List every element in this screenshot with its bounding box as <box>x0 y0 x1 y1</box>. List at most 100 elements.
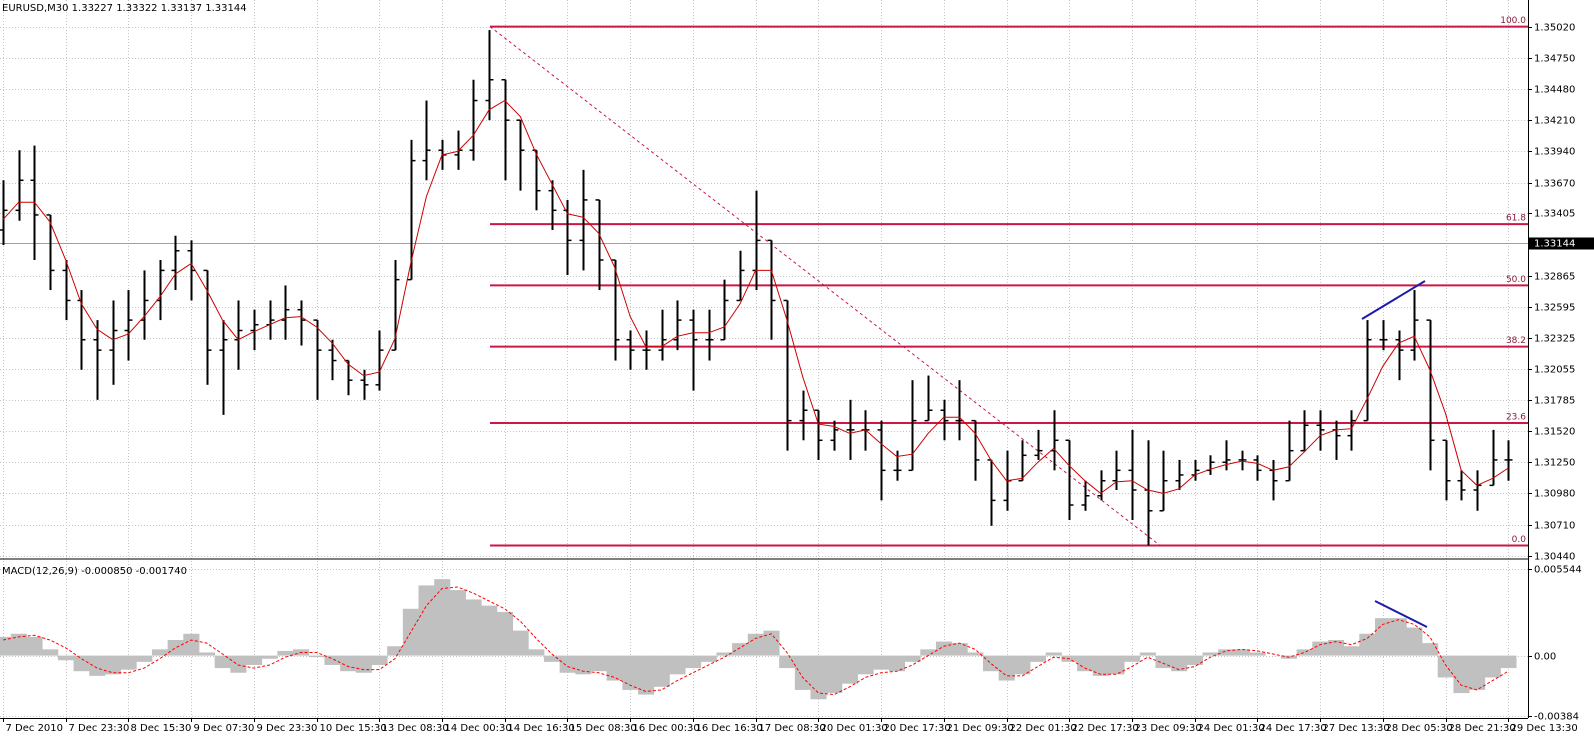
histogram-bar <box>528 649 545 656</box>
histogram-bar <box>246 655 263 665</box>
histogram-bar <box>1249 652 1266 656</box>
x-tick-label: 8 Dec 15:30 <box>131 723 192 734</box>
fibo-label: 0.0 <box>1512 535 1527 545</box>
histogram-bar <box>120 655 137 670</box>
x-tick-label: 17 Dec 08:30 <box>759 723 826 734</box>
y-tick-label: 1.31250 <box>1534 458 1575 469</box>
histogram-bar <box>1077 655 1094 672</box>
fibo-label: 50.0 <box>1506 275 1526 285</box>
histogram-bar <box>402 608 419 656</box>
y-tick-label: 1.34750 <box>1534 54 1575 65</box>
fibo-label: 38.2 <box>1506 336 1526 346</box>
histogram-bar <box>1469 655 1486 690</box>
histogram-bar <box>183 633 200 656</box>
fibo-label: 61.8 <box>1506 214 1526 224</box>
histogram-bar <box>559 655 576 673</box>
moving-average <box>2 99 1509 495</box>
x-tick-label: 9 Dec 07:30 <box>194 723 255 734</box>
histogram-bar <box>622 655 639 690</box>
y-tick-label: 1.31520 <box>1534 427 1575 438</box>
histogram-bar <box>418 585 435 656</box>
histogram-bar <box>387 646 404 656</box>
histogram-bar <box>998 655 1015 681</box>
grid-layer: 7 Dec 2010 7 Dec 23:30 8 Dec 15:30 9 Dec 07… <box>0 0 1582 734</box>
x-tick-label: 14 Dec 16:30 <box>508 723 575 734</box>
histogram-bar <box>512 630 529 656</box>
histogram-bar <box>1500 655 1517 669</box>
histogram-bar <box>496 611 513 656</box>
histogram-bar <box>277 650 294 656</box>
histogram-bar <box>1124 655 1141 662</box>
histogram-bar <box>841 655 858 684</box>
histogram-bar <box>214 655 231 669</box>
x-tick-label: 24 Dec 01:30 <box>1198 723 1265 734</box>
mark-layer: 1.33144 100.0 61.8 50.0 38.2 23.6 0.0 <box>0 16 1594 700</box>
histogram-bar <box>1327 640 1345 656</box>
indicator-title: MACD(12,26,9) -0.000850 -0.001740 <box>2 566 187 577</box>
histogram-bar <box>1139 652 1156 656</box>
y-tick-label: 1.32595 <box>1534 303 1575 314</box>
y-tick-label: 1.33405 <box>1534 209 1575 220</box>
histogram-bar <box>1359 633 1376 656</box>
histogram-bar <box>1437 655 1454 678</box>
histogram-bar <box>1092 655 1109 676</box>
x-tick-label: 24 Dec 17:30 <box>1260 723 1327 734</box>
histogram-bar <box>1014 655 1031 675</box>
histogram-bar <box>1406 627 1423 656</box>
histogram-bar <box>261 655 278 659</box>
histogram-bar <box>104 655 121 675</box>
histogram-bar <box>1312 641 1329 656</box>
histogram-bar <box>151 649 169 656</box>
y-tick-label: 0.00 <box>1534 652 1556 663</box>
histogram-bar <box>951 643 968 656</box>
histogram-bar <box>89 655 106 676</box>
histogram-bar <box>1045 652 1062 656</box>
y-tick-label: 1.32325 <box>1534 334 1575 345</box>
histogram-bar <box>779 655 796 669</box>
histogram-bar <box>324 655 341 665</box>
x-tick-label: 20 Dec 01:30 <box>821 723 888 734</box>
x-tick-label: 15 Dec 08:30 <box>570 723 637 734</box>
y-tick-label: 1.33670 <box>1534 179 1575 190</box>
histogram-bar <box>1343 646 1360 656</box>
histogram-bar <box>732 643 749 656</box>
y-tick-label: 1.35020 <box>1534 23 1575 34</box>
histogram-bar <box>857 655 874 675</box>
histogram-bar <box>167 640 184 656</box>
chart-title: EURUSD,M30 1.33227 1.33322 1.33137 1.331… <box>2 3 247 14</box>
fibo-label: 23.6 <box>1506 412 1526 422</box>
signal-line <box>2 586 1509 696</box>
histogram-bar <box>716 652 733 656</box>
histogram-bar <box>873 655 890 670</box>
x-tick-label: 16 Dec 00:30 <box>633 723 700 734</box>
x-tick-label: 22 Dec 01:30 <box>1010 723 1077 734</box>
histogram-bar <box>73 655 90 672</box>
histogram-bar <box>1484 655 1501 678</box>
fibo-label: 100.0 <box>1500 16 1526 26</box>
x-tick-label: 10 Dec 15:30 <box>320 723 387 734</box>
histogram-bar <box>308 655 325 658</box>
histogram-bar <box>199 652 216 656</box>
histogram-bar <box>434 579 451 656</box>
x-tick-label: 28 Dec 21:30 <box>1449 723 1516 734</box>
x-tick-label: 7 Dec 2010 <box>6 723 64 734</box>
x-tick-label: 20 Dec 17:30 <box>884 723 951 734</box>
histogram-bar <box>606 655 623 681</box>
histogram-bar <box>669 655 686 675</box>
histogram-bar <box>10 633 27 656</box>
histogram-bar <box>685 655 702 669</box>
histogram-bar <box>794 655 811 690</box>
x-tick-label: 22 Dec 17:30 <box>1072 723 1139 734</box>
histogram-bar <box>653 655 670 687</box>
histogram-bar <box>747 633 764 656</box>
histogram-bar <box>1375 618 1392 656</box>
histogram-bar <box>888 655 905 672</box>
histogram-bar <box>1202 652 1219 656</box>
y-tick-label: 1.34210 <box>1534 116 1575 127</box>
trend-line <box>1361 280 1426 320</box>
x-tick-label: 13 Dec 08:30 <box>382 723 449 734</box>
y-tick-label: 1.30980 <box>1534 489 1575 500</box>
trend-line <box>1374 600 1428 628</box>
